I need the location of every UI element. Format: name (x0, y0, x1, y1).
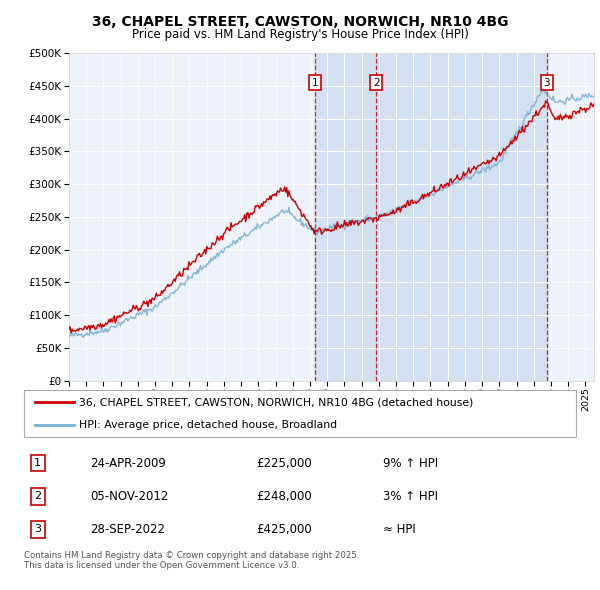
Text: Price paid vs. HM Land Registry's House Price Index (HPI): Price paid vs. HM Land Registry's House … (131, 28, 469, 41)
Text: 3% ↑ HPI: 3% ↑ HPI (383, 490, 438, 503)
Text: HPI: Average price, detached house, Broadland: HPI: Average price, detached house, Broa… (79, 420, 337, 430)
Text: 9% ↑ HPI: 9% ↑ HPI (383, 457, 438, 470)
Text: 3: 3 (544, 77, 550, 87)
Text: 1: 1 (312, 77, 319, 87)
Text: £248,000: £248,000 (256, 490, 311, 503)
Text: 28-SEP-2022: 28-SEP-2022 (90, 523, 165, 536)
Text: 1: 1 (34, 458, 41, 468)
Text: 36, CHAPEL STREET, CAWSTON, NORWICH, NR10 4BG (detached house): 36, CHAPEL STREET, CAWSTON, NORWICH, NR1… (79, 397, 473, 407)
Text: 2: 2 (34, 491, 41, 501)
Bar (315, 53, 547, 381)
Text: ≈ HPI: ≈ HPI (383, 523, 416, 536)
Text: Contains HM Land Registry data © Crown copyright and database right 2025.
This d: Contains HM Land Registry data © Crown c… (24, 550, 359, 570)
Text: 05-NOV-2012: 05-NOV-2012 (90, 490, 169, 503)
Text: £425,000: £425,000 (256, 523, 311, 536)
Text: 36, CHAPEL STREET, CAWSTON, NORWICH, NR10 4BG: 36, CHAPEL STREET, CAWSTON, NORWICH, NR1… (92, 15, 508, 30)
Text: 2: 2 (373, 77, 380, 87)
Text: 24-APR-2009: 24-APR-2009 (90, 457, 166, 470)
FancyBboxPatch shape (24, 390, 576, 437)
Text: 3: 3 (34, 525, 41, 534)
Text: £225,000: £225,000 (256, 457, 311, 470)
